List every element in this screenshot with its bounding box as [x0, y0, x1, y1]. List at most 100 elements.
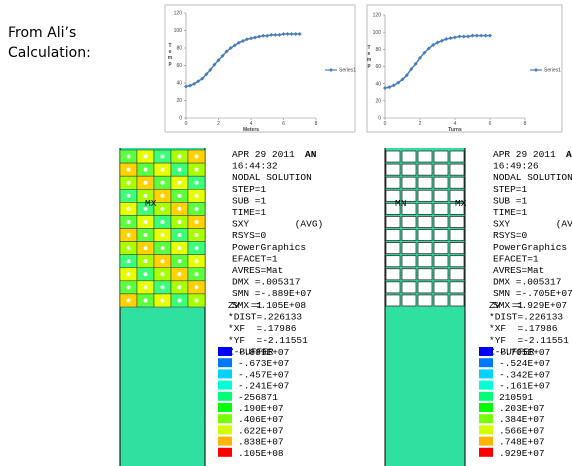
node: [161, 285, 165, 289]
legend-swatch: [218, 392, 232, 401]
legend-label: -.673E+07: [238, 358, 289, 369]
info-line: APR 29 2011: [493, 149, 556, 160]
y-tick-label: 40: [176, 81, 182, 87]
mesh-cell: [386, 230, 400, 241]
node: [144, 181, 148, 185]
node: [178, 285, 182, 289]
y-tick-label: 60: [375, 64, 381, 70]
mesh-cell: [450, 230, 464, 241]
chart-frame: [367, 5, 562, 132]
node: [178, 207, 182, 211]
mesh-cell: [402, 230, 416, 241]
mesh-cell: [418, 282, 432, 293]
mesh-cell: [402, 256, 416, 267]
info-line: DMX =.005317: [232, 277, 300, 288]
legend-label: .838E+07: [238, 437, 284, 448]
mesh-cell: [434, 256, 448, 267]
view-line: *DIST=.226133: [489, 312, 563, 323]
mesh-cell: [450, 295, 464, 306]
chart-frame: [165, 5, 355, 132]
mesh-cell: [434, 151, 448, 162]
node: [127, 155, 131, 159]
node: [178, 155, 182, 159]
mesh-cell: [434, 190, 448, 201]
mesh-cell: [434, 243, 448, 254]
x-axis-label: Turns: [448, 127, 462, 133]
info-line: NODAL SOLUTION: [493, 172, 572, 183]
legend-swatch: [479, 403, 493, 412]
node: [144, 168, 148, 172]
legend-swatch: [218, 425, 232, 434]
info-line: SXY (AVG): [493, 219, 572, 230]
node: [161, 246, 165, 250]
node: [178, 272, 182, 276]
info-line: NODAL SOLUTION: [232, 172, 312, 183]
mesh-cell: [386, 282, 400, 293]
legend-swatch: [479, 369, 493, 378]
mesh-cell: [434, 269, 448, 280]
node: [144, 272, 148, 276]
node: [127, 272, 131, 276]
mesh-cell: [386, 256, 400, 267]
node: [127, 168, 131, 172]
legend-label: 210591: [499, 392, 534, 403]
info-line: PowerGraphics: [493, 242, 567, 253]
legend-label: .105E+08: [238, 448, 284, 459]
mesh-cell: [434, 177, 448, 188]
legend-swatch: [218, 448, 232, 457]
legend-label: -.457E+07: [238, 369, 289, 380]
mesh-cell: [402, 243, 416, 254]
node: [161, 194, 165, 198]
legend-swatch: [218, 414, 232, 423]
x-axis-label: Meters: [243, 127, 259, 133]
logo: AN: [566, 149, 572, 160]
info-line: TIME=1: [493, 207, 528, 218]
y-tick-label: 0: [378, 116, 381, 122]
x-tick-label: 6: [282, 121, 285, 127]
y-tick-label: 20: [375, 99, 381, 105]
marker-label: MX: [455, 198, 467, 209]
view-line: *XF =.17986: [228, 323, 297, 334]
y-tick-label: 100: [373, 30, 382, 36]
node: [178, 233, 182, 237]
mesh-cell: [450, 177, 464, 188]
x-tick-label: 0: [185, 121, 188, 127]
x-tick-label: 6: [489, 121, 492, 127]
mesh-cell: [434, 203, 448, 214]
legend-label: -.161E+07: [499, 381, 550, 392]
info-line: 16:44:32: [232, 161, 278, 172]
node: [195, 259, 199, 263]
info-line: AVRES=Mat: [232, 265, 283, 276]
legend-label: .748E+07: [499, 437, 545, 448]
node: [144, 285, 148, 289]
node: [161, 220, 165, 224]
node: [178, 220, 182, 224]
info-line: EFACET=1: [493, 253, 539, 264]
node: [161, 181, 165, 185]
legend-swatch: [218, 347, 232, 356]
node: [195, 168, 199, 172]
mesh-cell: [386, 177, 400, 188]
view-line: *XF =.17986: [489, 323, 558, 334]
info-line: DMX =.005317: [493, 277, 561, 288]
mesh-cell: [402, 282, 416, 293]
view-line: *DIST=.226133: [228, 312, 302, 323]
info-line: PowerGraphics: [232, 242, 306, 253]
node: [195, 207, 199, 211]
mesh-cell: [434, 282, 448, 293]
node: [195, 285, 199, 289]
mesh-cell: [402, 151, 416, 162]
info-line: 16:49:26: [493, 161, 539, 172]
node: [161, 233, 165, 237]
node: [178, 168, 182, 172]
y-tick-label: 40: [375, 81, 381, 87]
mesh-cell: [418, 164, 432, 175]
legend-label: .566E+07: [499, 425, 545, 436]
mesh-cell: [402, 269, 416, 280]
legend-label: .929E+07: [499, 448, 545, 459]
legend-swatch: [218, 437, 232, 446]
node: [144, 220, 148, 224]
mesh-cell: [418, 243, 432, 254]
mesh-cell: [418, 269, 432, 280]
node: [144, 259, 148, 263]
